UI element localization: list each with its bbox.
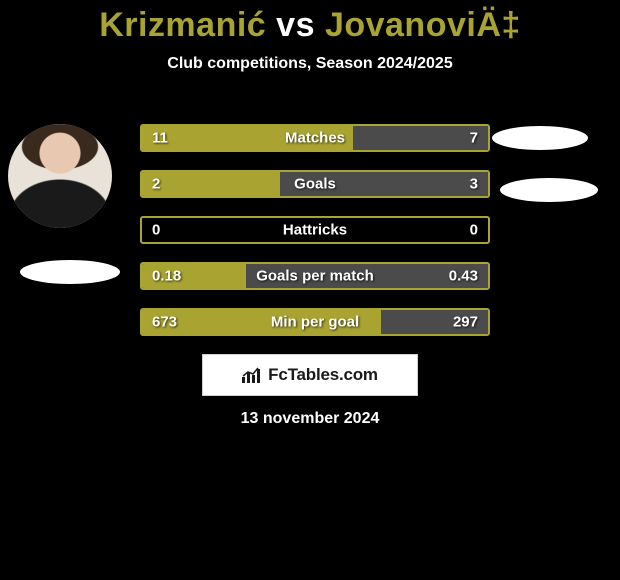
stat-bar: 23Goals bbox=[140, 170, 490, 198]
title-player-right: JovanoviÄ‡ bbox=[325, 6, 521, 44]
date-text: 13 november 2024 bbox=[0, 410, 620, 428]
stat-label: Matches bbox=[142, 130, 488, 147]
stat-label: Goals per match bbox=[142, 268, 488, 285]
brand-badge: FcTables.com bbox=[202, 354, 418, 396]
stat-label: Goals bbox=[142, 176, 488, 193]
comparison-bars: 117Matches 23Goals 00Hattricks 0.180.43Goal… bbox=[140, 124, 490, 354]
page-title: Krizmanić vs JovanoviÄ‡ bbox=[0, 0, 620, 45]
brand-text: FcTables.com bbox=[268, 365, 378, 385]
stat-label: Min per goal bbox=[142, 314, 488, 331]
stat-bar: 0.180.43Goals per match bbox=[140, 262, 490, 290]
club-badge-right-1 bbox=[492, 126, 588, 150]
title-player-left: Krizmanić bbox=[99, 6, 266, 44]
avatar-left bbox=[8, 124, 112, 228]
stat-bar: 673297Min per goal bbox=[140, 308, 490, 336]
brand-chart-icon bbox=[242, 367, 262, 383]
stat-bar: 117Matches bbox=[140, 124, 490, 152]
club-badge-right-2 bbox=[500, 178, 598, 202]
title-vs: vs bbox=[276, 6, 315, 44]
stat-bar: 00Hattricks bbox=[140, 216, 490, 244]
stat-label: Hattricks bbox=[142, 222, 488, 239]
subtitle: Club competitions, Season 2024/2025 bbox=[0, 55, 620, 73]
club-badge-left bbox=[20, 260, 120, 284]
